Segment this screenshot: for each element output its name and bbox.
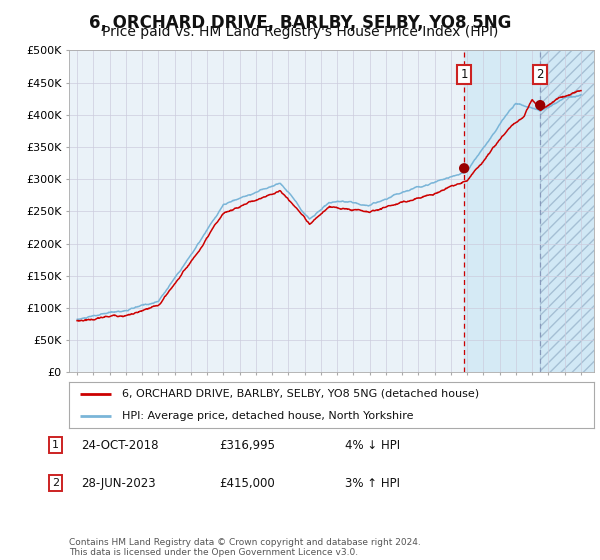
Text: 1: 1: [52, 440, 59, 450]
Text: 2: 2: [52, 478, 59, 488]
Text: 2: 2: [536, 68, 544, 81]
Point: [535, 101, 545, 110]
Point: [460, 164, 469, 172]
Text: Price paid vs. HM Land Registry's House Price Index (HPI): Price paid vs. HM Land Registry's House …: [102, 25, 498, 39]
Text: £316,995: £316,995: [219, 438, 275, 452]
Text: 24-OCT-2018: 24-OCT-2018: [81, 438, 158, 452]
Text: 4% ↓ HPI: 4% ↓ HPI: [345, 438, 400, 452]
Text: 3% ↑ HPI: 3% ↑ HPI: [345, 477, 400, 490]
Bar: [540, 50, 594, 372]
Text: 28-JUN-2023: 28-JUN-2023: [81, 477, 155, 490]
Text: Contains HM Land Registry data © Crown copyright and database right 2024.
This d: Contains HM Land Registry data © Crown c…: [69, 538, 421, 557]
Bar: [464, 50, 540, 372]
Text: 6, ORCHARD DRIVE, BARLBY, SELBY, YO8 5NG: 6, ORCHARD DRIVE, BARLBY, SELBY, YO8 5NG: [89, 14, 511, 32]
Text: £415,000: £415,000: [219, 477, 275, 490]
Text: 1: 1: [460, 68, 468, 81]
Bar: [540, 50, 594, 372]
Text: 6, ORCHARD DRIVE, BARLBY, SELBY, YO8 5NG (detached house): 6, ORCHARD DRIVE, BARLBY, SELBY, YO8 5NG…: [121, 389, 479, 399]
Text: HPI: Average price, detached house, North Yorkshire: HPI: Average price, detached house, Nort…: [121, 410, 413, 421]
